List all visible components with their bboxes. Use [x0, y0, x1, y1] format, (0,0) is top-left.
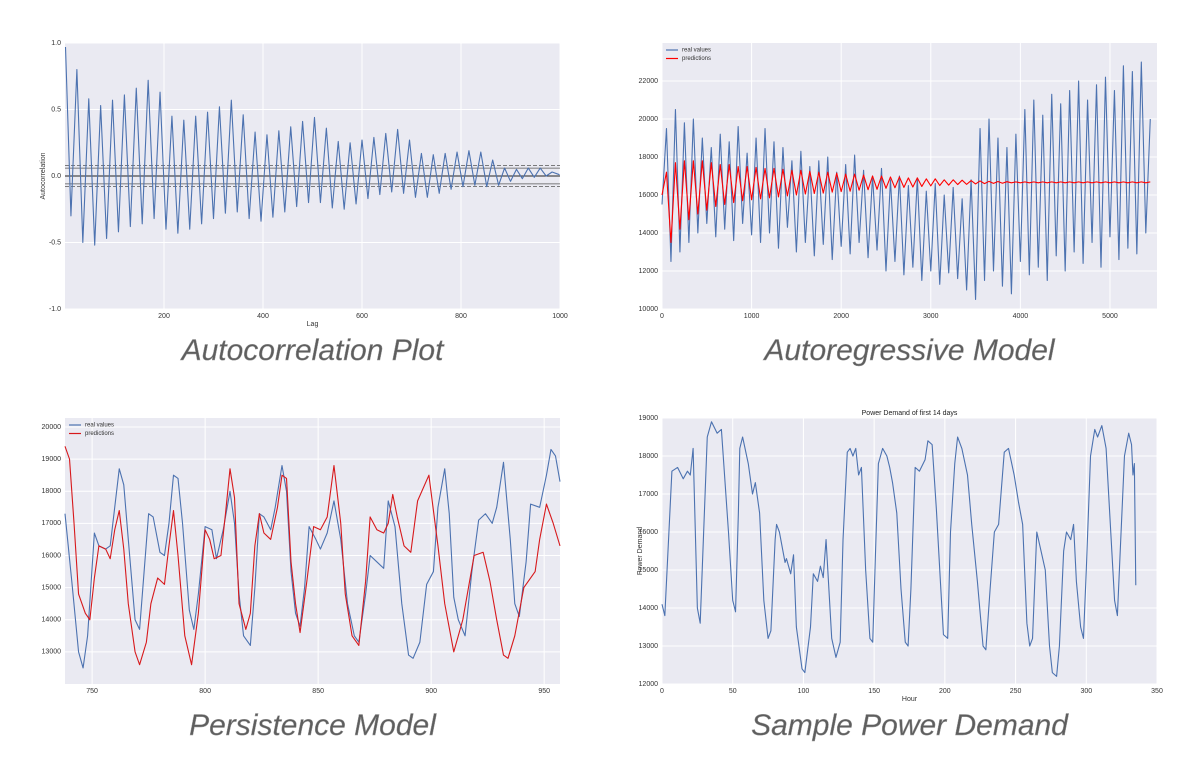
x-tick-label: 350: [1151, 688, 1163, 695]
data-line: [661, 160, 1151, 244]
y-tick-label: -1.0: [49, 306, 61, 313]
x-tick-label: 950: [538, 688, 550, 695]
y-tick-label: 12000: [639, 268, 659, 275]
y-tick-label: 18000: [639, 154, 659, 161]
data-line: [64, 446, 561, 666]
y-tick-label: 17000: [42, 520, 62, 527]
x-tick-label: 750: [86, 688, 98, 695]
x-tick-label: 1000: [744, 313, 760, 320]
data-line: [661, 61, 1151, 301]
x-tick-label: 50: [729, 688, 737, 695]
x-tick-label: 800: [199, 688, 211, 695]
x-tick-label: 200: [158, 313, 170, 320]
y-tick-label: 22000: [639, 78, 659, 85]
x-tick-label: 3000: [923, 313, 939, 320]
legend-text: predictions: [682, 56, 711, 62]
y-tick-label: 13000: [639, 643, 659, 650]
y-tick-label: 16000: [42, 552, 62, 559]
x-tick-label: 1000: [552, 313, 568, 320]
data-line: [661, 421, 1137, 677]
x-tick-label: 250: [1010, 688, 1022, 695]
y-tick-label: 10000: [639, 306, 659, 313]
y-tick-label: 18000: [42, 488, 62, 495]
x-tick-label: 5000: [1102, 313, 1118, 320]
x-tick-label: 2000: [833, 313, 849, 320]
caption: Sample Power Demand: [751, 709, 1069, 742]
y-tick-label: 20000: [42, 424, 62, 431]
x-tick-label: 0: [660, 313, 664, 320]
y-tick-label: 12000: [639, 681, 659, 688]
chart-panel: 0 1000 2000 3000 4000 5000 10000 12000 14000 1600…: [639, 43, 1157, 367]
plot-area: [662, 43, 1157, 309]
x-tick-label: 100: [798, 688, 810, 695]
x-axis-label: Lag: [307, 321, 319, 328]
x-tick-label: 400: [257, 313, 269, 320]
x-tick-label: 800: [455, 313, 467, 320]
caption: Autocorrelation Plot: [180, 334, 445, 367]
y-tick-label: 20000: [639, 116, 659, 123]
x-tick-label: 600: [356, 313, 368, 320]
chart-panel: 750 800 850 900 950 13000 14000 15000 16000 17000…: [42, 418, 561, 742]
plot-area: [662, 418, 1157, 684]
plot-area: [65, 418, 560, 684]
y-tick-label: 14000: [42, 617, 62, 624]
y-tick-label: 13000: [42, 649, 62, 656]
x-tick-label: 4000: [1013, 313, 1029, 320]
y-tick-label: 0.0: [51, 173, 61, 180]
y-tick-label: 1.0: [51, 40, 61, 47]
x-axis-label: Hour: [902, 696, 918, 703]
x-tick-label: 850: [312, 688, 324, 695]
y-tick-label: 18000: [639, 453, 659, 460]
caption: Persistence Model: [189, 709, 437, 742]
x-tick-label: 300: [1080, 688, 1092, 695]
y-tick-label: 14000: [639, 230, 659, 237]
caption: Autoregressive Model: [762, 334, 1055, 367]
y-tick-label: 19000: [639, 415, 659, 422]
y-tick-label: 16000: [639, 192, 659, 199]
chart-panel: 200 400 600 800 1000 -1.0 -0.5 0.0 0.5 1.0 Lag Auto…: [40, 40, 568, 367]
y-tick-label: 15000: [42, 584, 62, 591]
data-line: [64, 46, 560, 246]
y-tick-label: 19000: [42, 456, 62, 463]
y-axis-label: Power Demand: [637, 527, 644, 575]
legend-text: real values: [85, 423, 114, 429]
x-tick-label: 0: [660, 688, 664, 695]
y-tick-label: 14000: [639, 605, 659, 612]
legend-text: real values: [682, 48, 711, 54]
y-tick-label: -0.5: [49, 239, 61, 246]
y-axis-label: Autocorrelation: [40, 152, 47, 199]
y-tick-label: 16000: [639, 529, 659, 536]
y-tick-label: 0.5: [51, 106, 61, 113]
legend-text: predictions: [85, 431, 114, 437]
y-tick-label: 15000: [639, 567, 659, 574]
chart-title: Power Demand of first 14 days: [862, 410, 958, 417]
x-tick-label: 900: [425, 688, 437, 695]
chart-panel: 0 50 100 150 200 250 300 350 12000 13000 14000 1500…: [637, 410, 1163, 742]
y-tick-label: 17000: [639, 491, 659, 498]
x-tick-label: 200: [939, 688, 951, 695]
x-tick-label: 150: [868, 688, 880, 695]
